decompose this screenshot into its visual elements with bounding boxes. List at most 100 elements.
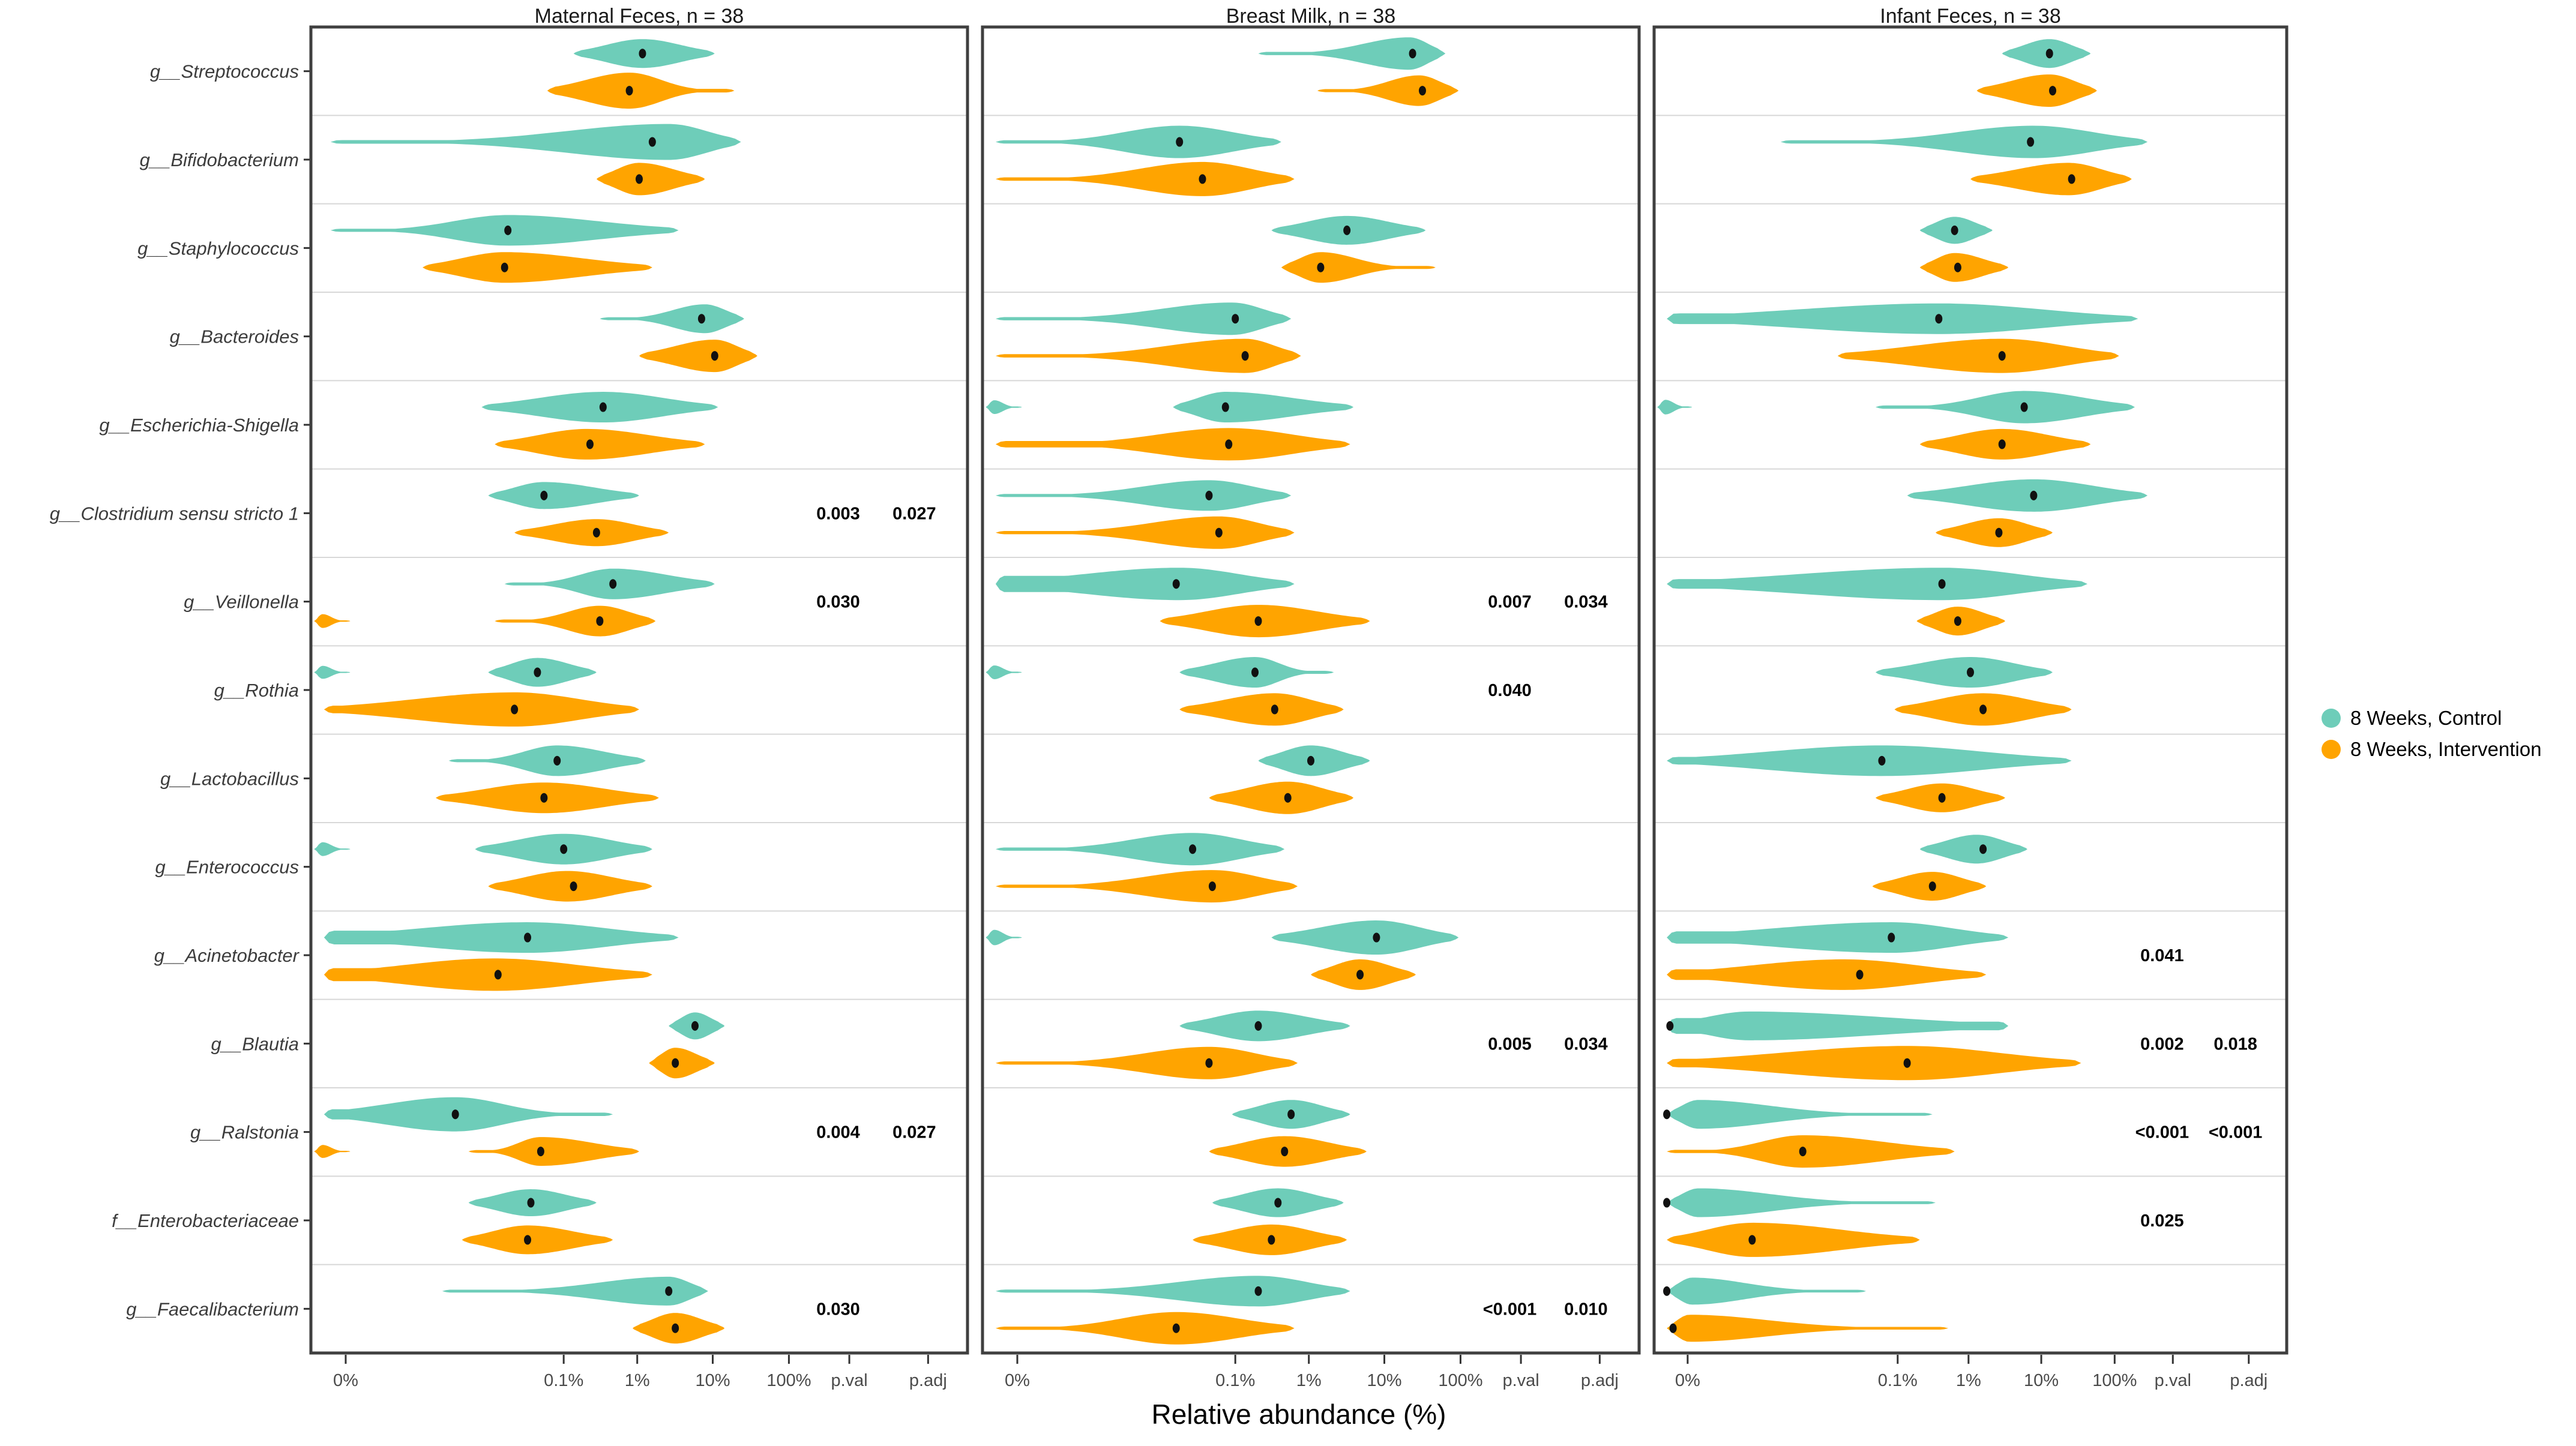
violin-g-acinetobacter-control (1667, 922, 2009, 953)
median-dot-g-blautia-control (1254, 1021, 1262, 1031)
median-dot-g-lactobacillus-control (1307, 755, 1314, 766)
pval-g-rothia: 0.040 (1488, 681, 1532, 700)
median-dot-f-enterobacteriaceae-intervention (1268, 1235, 1275, 1245)
violin-g-blautia-intervention (649, 1048, 715, 1079)
padj-g-ralstonia: <0.001 (2209, 1123, 2263, 1142)
median-dot-g-staphylococcus-control (1343, 225, 1351, 235)
violin-g-rothia-intervention (324, 692, 639, 727)
pval-g-clostridium-sensu-stricto-1: 0.003 (816, 504, 860, 523)
violin-g-lactobacillus-control (448, 745, 646, 776)
x-tick-label: 10% (1367, 1371, 1402, 1390)
median-dot-g-streptococcus-intervention (625, 86, 633, 96)
violin-g-ralstonia-intervention (468, 1137, 639, 1166)
pval-g-ralstonia: <0.001 (2135, 1123, 2189, 1142)
median-dot-g-lactobacillus-intervention (1938, 793, 1946, 803)
y-axis-label-g-bifidobacterium: g__Bifidobacterium (140, 149, 299, 170)
panel-title-breast-milk: Breast Milk, n = 38 (1226, 5, 1396, 28)
median-dot-g-lactobacillus-intervention (540, 793, 548, 803)
x-tick-label: p.val (1502, 1371, 1539, 1390)
x-tick-label: p.val (831, 1371, 867, 1390)
violin-g-bacteroides-intervention (995, 338, 1301, 373)
intervention-color-swatch-icon (2322, 740, 2341, 759)
median-dot-g-ralstonia-intervention (1799, 1147, 1807, 1157)
median-dot-g-rothia-intervention (511, 704, 519, 715)
median-dot-g-bacteroides-control (1935, 314, 1943, 324)
median-dot-g-escherichia-shigella-control (2020, 402, 2028, 412)
x-tick-label: 0.1% (544, 1371, 583, 1390)
median-dot-g-rothia-control (1967, 667, 1974, 677)
x-tick-label: p.val (2155, 1371, 2191, 1390)
y-axis-label-g-clostridium-sensu-stricto-1: g__Clostridium sensu stricto 1 (50, 503, 299, 524)
violin-g-bacteroides-intervention (1837, 338, 2119, 373)
legend-entry-intervention: 8 Weeks, Intervention (2322, 738, 2542, 761)
violin-blob-g-veillonella-intervention (314, 614, 351, 628)
y-axis-label-g-escherichia-shigella: g__Escherichia-Shigella (99, 415, 299, 436)
violin-blob-g-rothia-control (314, 665, 351, 679)
x-tick-label: 0% (1675, 1371, 1700, 1390)
violin-g-veillonella-intervention (495, 605, 656, 637)
violin-g-clostridium-sensu-stricto-1-intervention (1936, 518, 2053, 547)
pval-g-faecalibacterium: <0.001 (1483, 1300, 1537, 1319)
median-dot-g-escherichia-shigella-intervention (1998, 439, 2006, 449)
violin-blob-g-rothia-control (986, 665, 1022, 679)
median-dot-g-clostridium-sensu-stricto-1-intervention (592, 527, 600, 538)
pval-g-veillonella: 0.030 (816, 593, 860, 612)
median-dot-g-lactobacillus-control (553, 755, 561, 766)
control-color-swatch-icon (2322, 709, 2341, 728)
x-tick-label: 10% (2024, 1371, 2059, 1390)
y-axis-label-g-bacteroides: g__Bacteroides (170, 326, 299, 347)
median-dot-g-ralstonia-control (1663, 1109, 1671, 1120)
violin-g-acinetobacter-control (1271, 920, 1459, 955)
median-dot-g-enterococcus-control (560, 844, 568, 854)
median-dot-g-acinetobacter-control (1373, 932, 1380, 943)
violin-g-bifidobacterium-control (330, 124, 741, 160)
median-dot-g-streptococcus-control (2045, 49, 2053, 59)
x-tick-label: 100% (2092, 1371, 2137, 1390)
median-dot-g-streptococcus-intervention (1418, 86, 1426, 96)
violin-g-clostridium-sensu-stricto-1-control (1907, 479, 2148, 512)
violin-g-staphylococcus-intervention (1919, 253, 2009, 282)
violin-g-faecalibacterium-control (442, 1276, 708, 1306)
padj-g-blautia: 0.018 (2213, 1034, 2257, 1054)
pval-g-blautia: 0.002 (2140, 1034, 2184, 1054)
median-dot-g-rothia-control (1251, 667, 1259, 677)
median-dot-f-enterobacteriaceae-intervention (524, 1235, 532, 1245)
median-dot-g-clostridium-sensu-stricto-1-control (1205, 490, 1213, 500)
median-dot-g-bacteroides-intervention (1998, 351, 2006, 361)
y-axis-label-g-acinetobacter: g__Acinetobacter (154, 945, 300, 966)
median-dot-g-bacteroides-control (1232, 314, 1239, 324)
pval-g-acinetobacter: 0.041 (2140, 946, 2184, 965)
median-dot-g-bifidobacterium-intervention (636, 174, 643, 184)
y-axis-label-g-rothia: g__Rothia (214, 680, 299, 701)
violin-g-clostridium-sensu-stricto-1-intervention (514, 519, 669, 547)
y-axis-label-g-staphylococcus: g__Staphylococcus (137, 238, 299, 259)
panel-border (981, 25, 1641, 1355)
violin-g-acinetobacter-control (324, 922, 679, 953)
y-axis-label-g-lactobacillus: g__Lactobacillus (160, 768, 299, 789)
median-dot-g-acinetobacter-intervention (494, 970, 502, 980)
padj-g-veillonella: 0.034 (1564, 593, 1608, 612)
violin-blob-g-acinetobacter-control (986, 929, 1022, 946)
median-dot-g-enterococcus-intervention (570, 881, 577, 892)
pval-g-veillonella: 0.007 (1488, 593, 1532, 612)
x-tick-label: 100% (1438, 1371, 1482, 1390)
median-dot-g-rothia-control (534, 667, 541, 677)
violin-g-acinetobacter-intervention (324, 958, 652, 991)
violin-g-ralstonia-intervention (1667, 1135, 1955, 1168)
violin-g-clostridium-sensu-stricto-1-control (488, 482, 639, 509)
median-dot-f-enterobacteriaceae-control (1274, 1198, 1282, 1208)
violin-g-faecalibacterium-control (1667, 1277, 1867, 1305)
violin-blob-g-escherichia-shigella-control (986, 400, 1022, 414)
y-axis-label-g-streptococcus: g__Streptococcus (150, 61, 299, 82)
median-dot-g-clostridium-sensu-stricto-1-control (2030, 490, 2038, 500)
violin-g-ralstonia-control (324, 1097, 613, 1132)
x-tick-label: 0% (1005, 1371, 1030, 1390)
panel-title-infant-feces: Infant Feces, n = 38 (1880, 5, 2061, 28)
median-dot-g-ralstonia-intervention (1281, 1147, 1289, 1157)
y-axis-label-g-faecalibacterium: g__Faecalibacterium (126, 1298, 299, 1319)
x-tick-label: p.adj (909, 1371, 947, 1390)
x-tick-label: 100% (766, 1371, 811, 1390)
violin-f-enterobacteriaceae-control (1667, 1188, 1936, 1217)
violin-g-streptococcus-intervention (547, 73, 735, 109)
